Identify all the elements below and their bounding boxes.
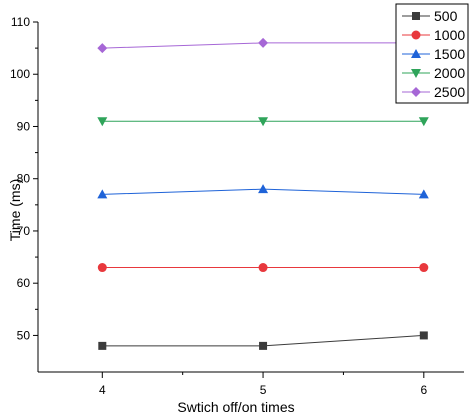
x-tick-label: 5 [260, 383, 267, 397]
x-axis-title: Swtich off/on times [177, 399, 294, 415]
y-tick-label: 80 [17, 172, 31, 186]
legend-label: 1000 [434, 27, 465, 43]
series-layer [97, 37, 429, 350]
legend-label: 2000 [434, 65, 465, 81]
legend-label: 2500 [434, 84, 465, 100]
legend-item: 2500 [402, 84, 465, 100]
data-point [97, 117, 108, 127]
y-tick-label: 50 [17, 328, 31, 342]
data-point [419, 263, 429, 273]
series-2500 [97, 37, 429, 54]
y-tick-label: 90 [17, 119, 31, 133]
y-tick-label: 60 [17, 276, 31, 290]
data-point [97, 263, 107, 273]
legend-marker [411, 30, 421, 40]
x-tick-label: 6 [420, 383, 427, 397]
data-point [97, 43, 108, 54]
data-point [419, 331, 428, 340]
y-tick-label: 110 [11, 15, 30, 29]
x-tick-label: 4 [99, 383, 106, 397]
legend-marker [411, 49, 421, 58]
x-axis-ticks: 4 5 6 [99, 372, 427, 397]
legend-marker [411, 87, 421, 97]
data-point [97, 189, 108, 199]
series-2000 [97, 117, 429, 127]
legend-marker [411, 69, 421, 78]
data-point [258, 184, 269, 194]
y-tick-label: 100 [10, 67, 30, 81]
legend-label: 1500 [434, 46, 465, 62]
legend-label: 500 [434, 8, 458, 24]
data-point [418, 189, 429, 199]
data-point [259, 341, 268, 350]
legend-item: 500 [402, 8, 458, 24]
series-1000 [97, 263, 429, 273]
y-axis-ticks: 50 60 70 80 90 100 110 [10, 15, 38, 342]
y-tick-label: 70 [17, 224, 31, 238]
series-500 [98, 331, 428, 350]
data-point [98, 341, 107, 350]
legend-item: 1000 [402, 27, 465, 43]
data-point [258, 117, 269, 127]
series-1500 [97, 184, 429, 199]
plot-frame [37, 22, 464, 373]
data-point [418, 117, 429, 127]
legend: 500 1000 1500 2000 2500 [395, 3, 469, 104]
legend-item: 2000 [402, 65, 465, 81]
data-point [258, 263, 268, 273]
y-axis-title: Time (ms) [7, 179, 23, 241]
legend-marker [412, 12, 420, 20]
data-point [258, 37, 269, 48]
legend-item: 1500 [402, 46, 465, 62]
